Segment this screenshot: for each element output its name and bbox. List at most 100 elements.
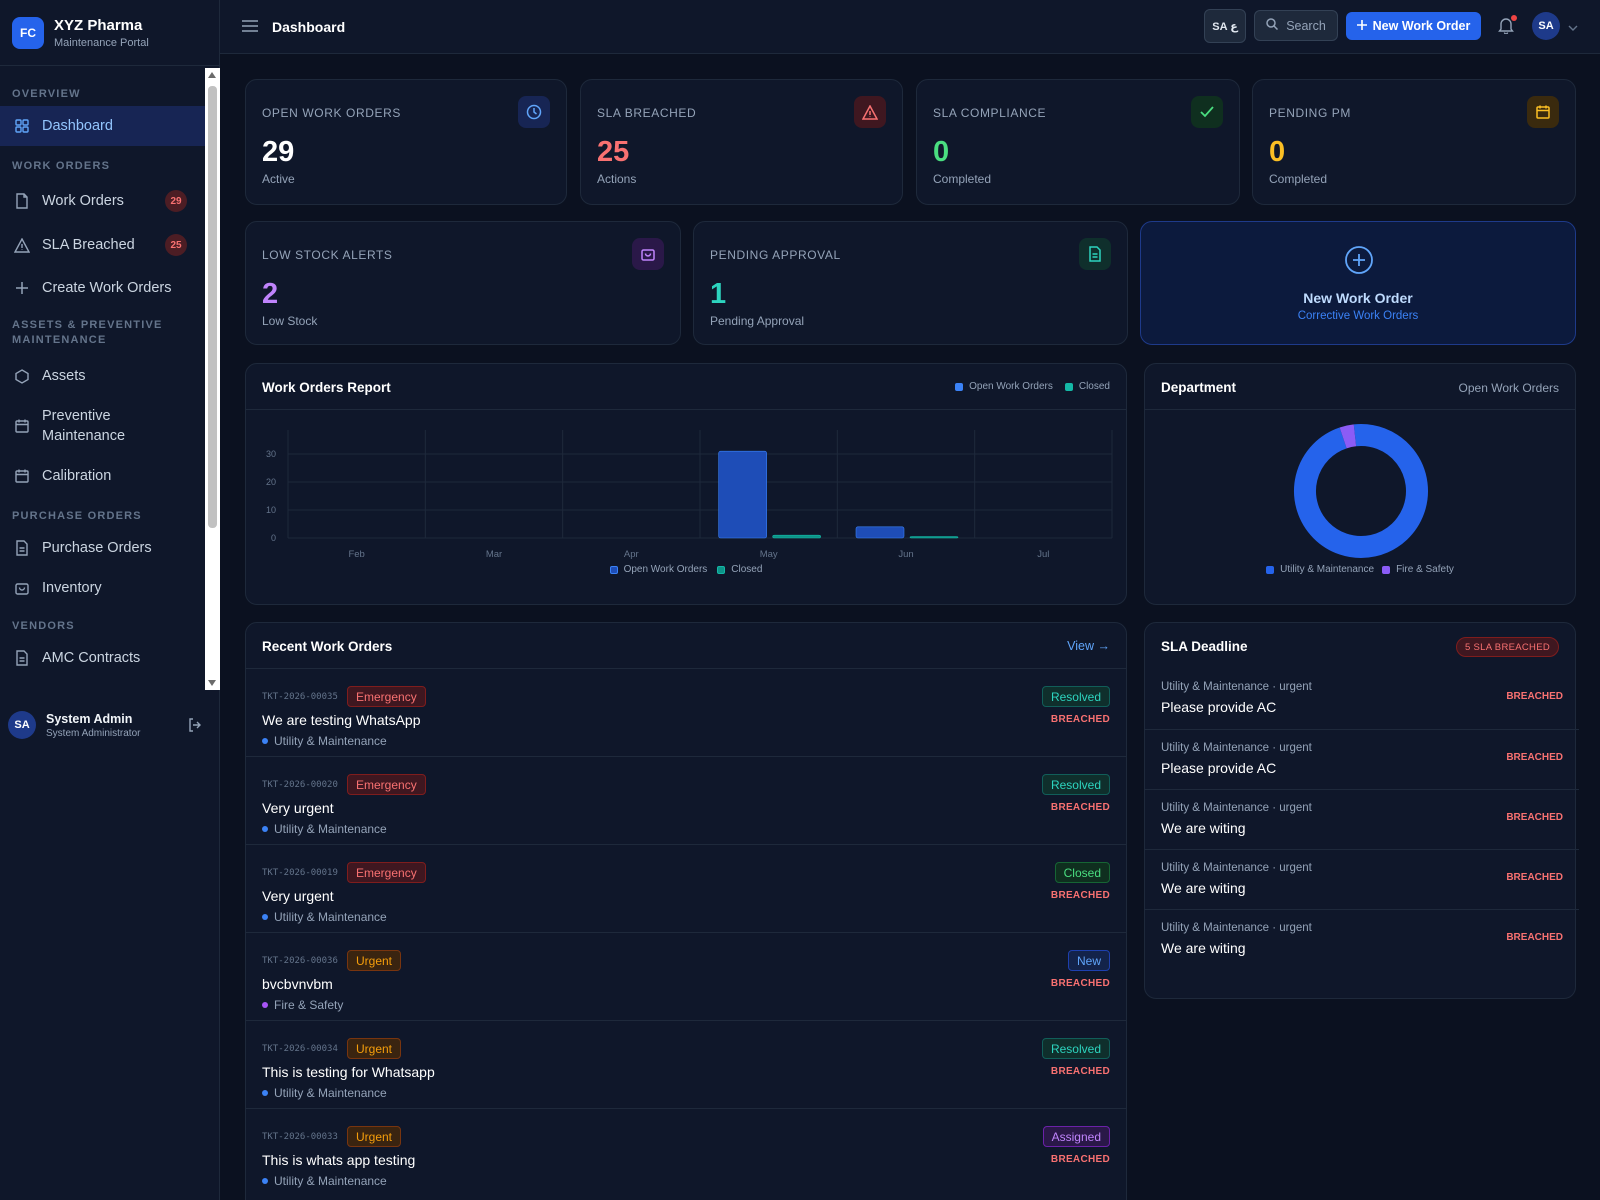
priority-badge: Urgent — [347, 1038, 402, 1059]
table-row[interactable]: TKT-2026-00035 Emergency We are testing Wh… — [246, 668, 1126, 756]
breached-label: BREACHED — [1050, 802, 1110, 813]
sidebar-item-preventive-maintenance[interactable]: Preventive Maintenance — [0, 398, 205, 454]
user-name: System Admin — [46, 711, 133, 726]
department-label: Fire & Safety — [274, 998, 344, 1012]
chevron-down-icon[interactable] — [1568, 18, 1578, 34]
sidebar-item-label: Assets — [42, 368, 86, 384]
sidebar-item-label: SLA Breached — [42, 237, 135, 253]
sidebar-item-work-orders[interactable]: Work Orders 29 — [0, 180, 205, 222]
search-label: Search — [1286, 18, 1326, 33]
work-order-department: Utility & Maintenance — [262, 1174, 387, 1188]
brand[interactable]: FC XYZ Pharma Maintenance Portal — [0, 0, 219, 66]
warning-icon — [854, 96, 886, 128]
stat-card-low-stock[interactable]: LOW STOCK ALERTS 2 Low Stock — [245, 221, 681, 345]
sidebar-item-label: AMC Contracts — [42, 650, 141, 666]
sidebar-item-sla-breached[interactable]: SLA Breached 25 — [0, 222, 205, 268]
sidebar-item-dashboard[interactable]: Dashboard — [0, 106, 205, 146]
legend-swatch — [955, 382, 964, 391]
document-icon — [14, 540, 30, 556]
hamburger-icon[interactable] — [242, 19, 258, 35]
bell-icon[interactable] — [1498, 16, 1514, 37]
list-item[interactable]: Utility & Maintenance · urgent We are wit… — [1145, 789, 1579, 849]
sidebar-item-create-work-orders[interactable]: Create Work Orders — [0, 268, 205, 308]
legend-item: Closed — [1064, 381, 1110, 392]
sidebar-item-purchase-orders[interactable]: Purchase Orders — [0, 528, 205, 568]
status-badge: Closed — [1054, 862, 1110, 883]
legend-item: Fire & Safety — [1382, 564, 1454, 575]
stat-card-sla-compliance[interactable]: SLA COMPLIANCE 0 Completed — [916, 79, 1240, 205]
search-button[interactable]: Search — [1254, 10, 1338, 41]
stat-card-pending-approval[interactable]: PENDING APPROVAL 1 Pending Approval — [693, 221, 1128, 345]
stat-value: 0 — [933, 136, 950, 168]
scroll-down-arrow[interactable] — [208, 680, 216, 686]
stat-sub: Low Stock — [262, 314, 318, 328]
sla-deadline-panel: SLA Deadline 5 SLA BREACHED Utility & Ma… — [1144, 622, 1579, 999]
user-role: System Administrator — [46, 727, 141, 739]
search-icon — [1266, 18, 1279, 33]
department-dot — [262, 826, 268, 832]
view-all-link[interactable]: View → — [1067, 639, 1110, 653]
list-item[interactable]: Utility & Maintenance · urgent We are wit… — [1145, 909, 1579, 969]
list-item[interactable]: Utility & Maintenance · urgent Please pro… — [1145, 669, 1579, 729]
stat-value: 2 — [262, 278, 279, 310]
panel-title: Department — [1161, 380, 1237, 395]
department-label: Utility & Maintenance — [274, 1174, 387, 1188]
status-badge: Assigned — [1042, 1126, 1110, 1147]
list-item[interactable]: Utility & Maintenance · urgent Please pro… — [1145, 729, 1579, 789]
sidebar-item-amc-contracts[interactable]: AMC Contracts — [0, 638, 205, 678]
stat-label: OPEN WORK ORDERS — [262, 106, 401, 120]
list-item[interactable]: Utility & Maintenance · urgent We are wit… — [1145, 849, 1579, 909]
work-order-title[interactable]: Very urgent — [262, 800, 334, 816]
table-row[interactable]: TKT-2026-00033 Urgent This is whats app te… — [246, 1108, 1126, 1196]
calendar-icon — [1527, 96, 1559, 128]
brand-logo: FC — [12, 16, 44, 49]
stat-card-open-work-orders[interactable]: OPEN WORK ORDERS 29 Active — [245, 79, 567, 205]
sidebar-item-label: Purchase Orders — [42, 540, 152, 556]
sidebar-item-calibration[interactable]: Calibration — [0, 454, 205, 498]
work-order-title[interactable]: This is whats app testing — [262, 1152, 416, 1168]
quick-action-subtitle[interactable]: Corrective Work Orders — [1297, 310, 1419, 322]
brand-name: XYZ Pharma — [54, 16, 143, 34]
logout-icon[interactable] — [188, 718, 202, 735]
work-order-title[interactable]: We are testing WhatsApp — [262, 712, 421, 728]
breached-label: BREACHED — [1506, 872, 1563, 883]
stat-label: PENDING APPROVAL — [710, 248, 841, 262]
scroll-thumb[interactable] — [208, 86, 217, 528]
table-row[interactable]: TKT-2026-00019 Emergency Very urgent Utilit… — [246, 844, 1126, 932]
work-order-id: TKT-2026-00034 — [262, 1044, 338, 1054]
table-row[interactable]: TKT-2026-00036 Urgent bvcbvnvbm Fire & Safe… — [246, 932, 1126, 1020]
work-order-title[interactable]: bvcbvnvbm — [262, 976, 333, 992]
sla-title: We are witing — [1161, 880, 1246, 896]
scroll-up-arrow[interactable] — [208, 72, 216, 78]
divider — [246, 409, 1126, 410]
sla-title: Please provide AC — [1161, 699, 1277, 715]
table-row[interactable]: TKT-2026-00020 Emergency Very urgent Utilit… — [246, 756, 1126, 844]
language-toggle-button[interactable]: SA ع — [1204, 9, 1246, 43]
quick-new-work-order-card[interactable]: New Work Order Corrective Work Orders — [1140, 221, 1576, 345]
header-avatar[interactable]: SA — [1532, 12, 1560, 40]
work-order-title[interactable]: This is testing for Whatsapp — [262, 1064, 435, 1080]
sidebar-item-inventory[interactable]: Inventory — [0, 568, 205, 608]
legend-swatch — [1266, 565, 1275, 574]
stat-sub: Active — [262, 172, 295, 186]
priority-badge: Emergency — [347, 686, 426, 707]
x-tick-label: Mar — [486, 549, 502, 560]
donut-slice-utility-maintenance — [1294, 424, 1428, 558]
stat-value: 25 — [597, 136, 630, 168]
stat-sub: Completed — [1269, 172, 1328, 186]
work-order-title[interactable]: Very urgent — [262, 888, 334, 904]
table-row[interactable]: TKT-2026-00034 Urgent This is testing for … — [246, 1020, 1126, 1108]
bar-closed — [909, 536, 959, 539]
user-profile[interactable]: SA System Admin System Administrator — [0, 700, 220, 750]
stat-card-sla-breached[interactable]: SLA BREACHED 25 Actions — [580, 79, 903, 205]
department-dot — [262, 914, 268, 920]
stat-card-pending-pm[interactable]: PENDING PM 0 Completed — [1252, 79, 1576, 205]
work-order-department: Utility & Maintenance — [262, 822, 387, 836]
legend-label: Open Work Orders — [969, 381, 1053, 392]
sidebar-item-label: Create Work Orders — [42, 280, 172, 296]
sidebar-scrollbar[interactable] — [205, 68, 220, 690]
label-line: Maintenance — [42, 428, 126, 444]
sidebar-item-assets[interactable]: Assets — [0, 354, 205, 398]
legend-swatch — [1382, 565, 1391, 574]
new-work-order-button[interactable]: New Work Order — [1346, 12, 1481, 40]
